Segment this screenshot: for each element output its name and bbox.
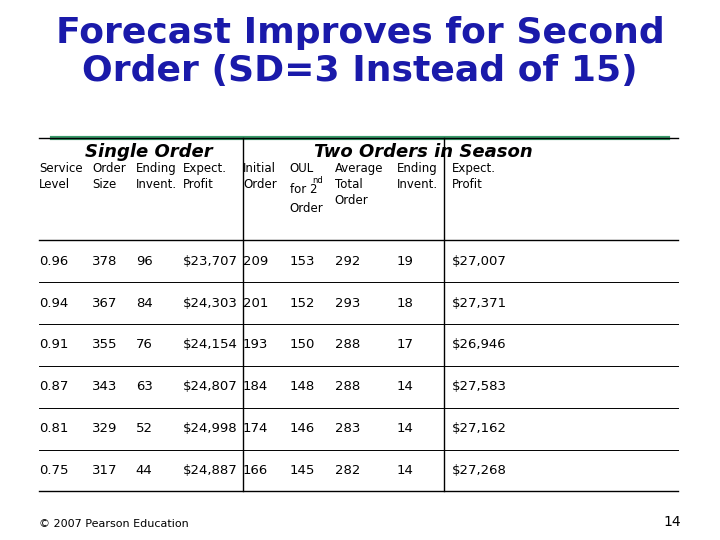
Text: $27,007: $27,007 bbox=[452, 255, 507, 268]
Text: 18: 18 bbox=[397, 296, 414, 309]
Text: 367: 367 bbox=[92, 296, 117, 309]
Text: 288: 288 bbox=[335, 339, 360, 352]
Text: 14: 14 bbox=[397, 464, 414, 477]
Text: $27,162: $27,162 bbox=[452, 422, 508, 435]
Text: Expect.
Profit: Expect. Profit bbox=[452, 162, 496, 191]
Text: Expect.
Profit: Expect. Profit bbox=[183, 162, 227, 191]
Text: © 2007 Pearson Education: © 2007 Pearson Education bbox=[39, 519, 189, 529]
Text: 355: 355 bbox=[92, 339, 118, 352]
Text: $24,154: $24,154 bbox=[183, 339, 238, 352]
Text: 63: 63 bbox=[136, 380, 153, 393]
Text: 292: 292 bbox=[335, 255, 360, 268]
Text: 148: 148 bbox=[289, 380, 315, 393]
Text: 17: 17 bbox=[397, 339, 414, 352]
Text: $24,303: $24,303 bbox=[183, 296, 238, 309]
Text: 153: 153 bbox=[289, 255, 315, 268]
Text: Order: Order bbox=[289, 202, 323, 215]
Text: for 2: for 2 bbox=[289, 183, 318, 195]
Text: 343: 343 bbox=[92, 380, 117, 393]
Text: $24,887: $24,887 bbox=[183, 464, 238, 477]
Text: Two Orders in Season: Two Orders in Season bbox=[314, 143, 533, 161]
Text: Order
Size: Order Size bbox=[92, 162, 126, 191]
Text: 0.94: 0.94 bbox=[39, 296, 68, 309]
Text: 288: 288 bbox=[335, 380, 360, 393]
Text: 0.75: 0.75 bbox=[39, 464, 68, 477]
Text: Ending
Invent.: Ending Invent. bbox=[136, 162, 177, 191]
Text: 52: 52 bbox=[136, 422, 153, 435]
Text: $26,946: $26,946 bbox=[452, 339, 507, 352]
Text: 14: 14 bbox=[397, 380, 414, 393]
Text: 329: 329 bbox=[92, 422, 117, 435]
Text: 0.91: 0.91 bbox=[39, 339, 68, 352]
Text: 282: 282 bbox=[335, 464, 360, 477]
Text: 146: 146 bbox=[289, 422, 315, 435]
Text: $24,807: $24,807 bbox=[183, 380, 238, 393]
Text: 14: 14 bbox=[664, 515, 681, 529]
Text: 174: 174 bbox=[243, 422, 269, 435]
Text: 0.96: 0.96 bbox=[39, 255, 68, 268]
Text: Forecast Improves for Second
Order (SD=3 Instead of 15): Forecast Improves for Second Order (SD=3… bbox=[55, 16, 665, 88]
Text: 0.81: 0.81 bbox=[39, 422, 68, 435]
Text: Service
Level: Service Level bbox=[39, 162, 82, 191]
Text: Average
Total
Order: Average Total Order bbox=[335, 162, 383, 207]
Text: 184: 184 bbox=[243, 380, 268, 393]
Text: 145: 145 bbox=[289, 464, 315, 477]
Text: Initial
Order: Initial Order bbox=[243, 162, 276, 191]
Text: 293: 293 bbox=[335, 296, 360, 309]
Text: $27,371: $27,371 bbox=[452, 296, 508, 309]
Text: 84: 84 bbox=[136, 296, 153, 309]
Text: 150: 150 bbox=[289, 339, 315, 352]
Text: 193: 193 bbox=[243, 339, 269, 352]
Text: 378: 378 bbox=[92, 255, 117, 268]
Text: $27,268: $27,268 bbox=[452, 464, 507, 477]
Text: 209: 209 bbox=[243, 255, 268, 268]
Text: 152: 152 bbox=[289, 296, 315, 309]
Text: 14: 14 bbox=[397, 422, 414, 435]
Text: OUL: OUL bbox=[289, 162, 314, 175]
Text: 44: 44 bbox=[136, 464, 153, 477]
Text: $24,998: $24,998 bbox=[183, 422, 238, 435]
Text: 19: 19 bbox=[397, 255, 414, 268]
Text: $27,583: $27,583 bbox=[452, 380, 508, 393]
Text: $23,707: $23,707 bbox=[183, 255, 238, 268]
Text: 166: 166 bbox=[243, 464, 268, 477]
Text: 96: 96 bbox=[136, 255, 153, 268]
Text: nd: nd bbox=[312, 176, 323, 185]
Text: 283: 283 bbox=[335, 422, 360, 435]
Text: Ending
Invent.: Ending Invent. bbox=[397, 162, 438, 191]
Text: 0.87: 0.87 bbox=[39, 380, 68, 393]
Text: Single Order: Single Order bbox=[86, 143, 213, 161]
Text: 317: 317 bbox=[92, 464, 118, 477]
Text: 76: 76 bbox=[136, 339, 153, 352]
Text: 201: 201 bbox=[243, 296, 269, 309]
